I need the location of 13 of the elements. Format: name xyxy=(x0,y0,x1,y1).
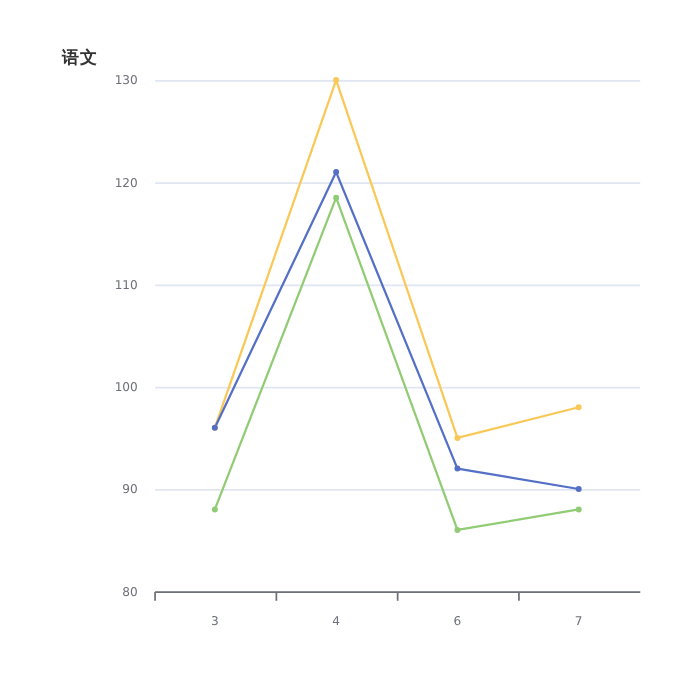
line-series xyxy=(211,77,582,441)
point xyxy=(211,506,218,513)
point xyxy=(333,77,340,84)
point xyxy=(575,506,582,513)
point xyxy=(454,526,461,533)
point xyxy=(333,194,340,201)
chart-title: 语文 xyxy=(59,46,98,69)
point xyxy=(575,404,582,411)
point xyxy=(454,434,461,441)
line-series xyxy=(211,169,582,492)
point xyxy=(575,486,582,492)
point xyxy=(333,169,340,176)
point xyxy=(454,465,461,472)
